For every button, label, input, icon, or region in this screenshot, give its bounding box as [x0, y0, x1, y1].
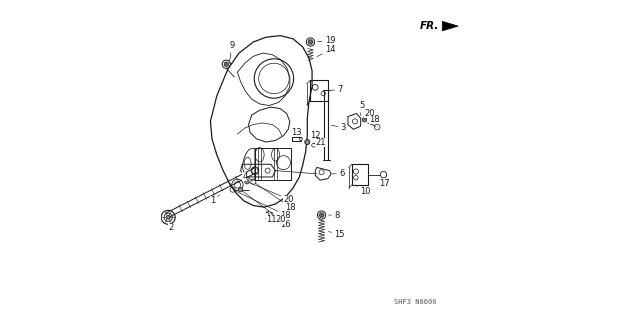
Text: 18: 18 — [255, 183, 296, 211]
Text: 12: 12 — [307, 131, 321, 140]
Text: 7: 7 — [331, 85, 343, 94]
Bar — [310, 80, 328, 101]
Polygon shape — [442, 21, 458, 31]
Text: 19: 19 — [317, 36, 335, 45]
Text: 20: 20 — [243, 191, 286, 224]
Bar — [352, 164, 367, 185]
Text: 14: 14 — [317, 45, 335, 56]
Text: 4: 4 — [242, 171, 248, 182]
Text: 10: 10 — [356, 185, 370, 196]
Text: 15: 15 — [328, 230, 345, 239]
Text: 21: 21 — [264, 212, 275, 221]
Circle shape — [244, 180, 249, 184]
Bar — [255, 148, 291, 180]
Text: 1: 1 — [211, 195, 220, 205]
Text: 16: 16 — [280, 220, 291, 229]
Text: 3: 3 — [331, 123, 346, 132]
Circle shape — [224, 62, 228, 66]
Text: 18: 18 — [369, 115, 380, 127]
Text: 20: 20 — [250, 183, 294, 204]
Circle shape — [278, 218, 282, 222]
Text: 17: 17 — [379, 174, 389, 188]
Circle shape — [238, 188, 243, 192]
Text: 20: 20 — [364, 109, 375, 120]
Circle shape — [166, 215, 170, 219]
Text: 2: 2 — [168, 223, 173, 232]
Text: 13: 13 — [291, 128, 302, 137]
Text: 11: 11 — [266, 215, 276, 224]
Circle shape — [319, 213, 324, 217]
Circle shape — [305, 139, 310, 145]
Text: SHF3 N0600: SHF3 N0600 — [394, 300, 436, 305]
Text: 5: 5 — [360, 101, 365, 115]
Text: 9: 9 — [229, 41, 235, 63]
Text: 21: 21 — [314, 137, 326, 146]
Text: 18: 18 — [235, 191, 291, 219]
Text: 8: 8 — [328, 211, 340, 219]
Circle shape — [308, 40, 313, 44]
Circle shape — [362, 118, 367, 122]
Text: 6: 6 — [332, 169, 344, 178]
Text: FR.: FR. — [420, 21, 439, 31]
